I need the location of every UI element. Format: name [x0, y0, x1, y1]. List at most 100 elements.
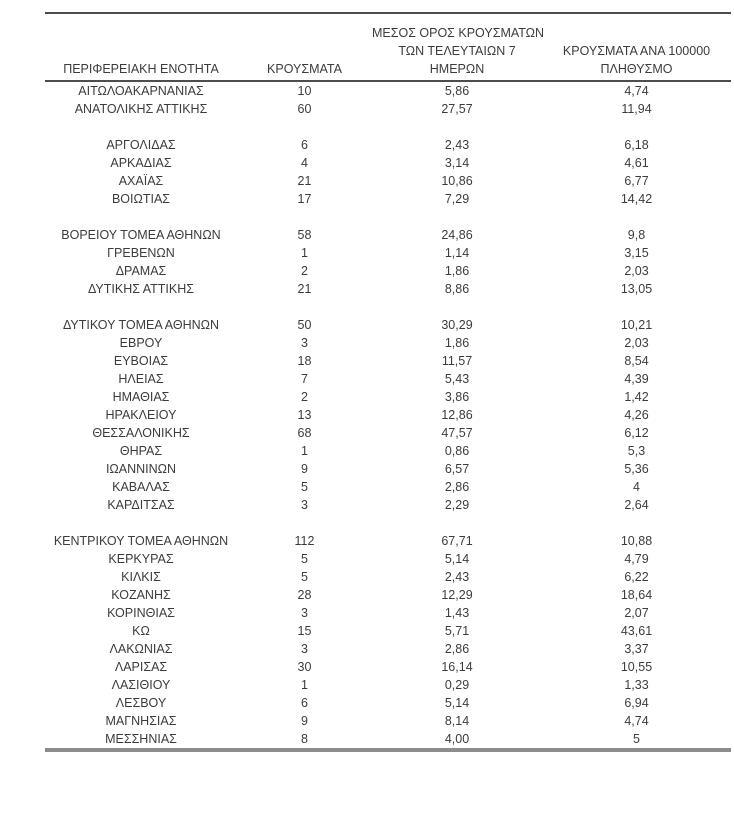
table-row: ΒΟΙΩΤΙΑΣ 17 7,29 14,42 [45, 190, 731, 208]
group-spacer-row [45, 118, 731, 136]
cell-region: ΗΡΑΚΛΕΙΟΥ [105, 408, 177, 422]
cell-cases: 3 [301, 606, 308, 620]
cell-avg7: 67,71 [441, 534, 473, 548]
cell-cases: 5 [301, 480, 308, 494]
cell-avg7: 1,86 [444, 336, 470, 350]
cell-per100k: 6,18 [624, 138, 649, 152]
col-header-cases: ΚΡΟΥΣΜΑΤΑ [237, 13, 372, 82]
cell-avg7: 2,86 [444, 642, 470, 656]
table-body: ΑΙΤΩΛΟΑΚΑΡΝΑΝΙΑΣ 10 5,86 4,74 ΑΝΑΤΟΛΙΚΗΣ ΑΤΤ… [45, 81, 731, 750]
cell-region: ΕΥΒΟΙΑΣ [113, 354, 169, 368]
cell-per100k: 1,42 [624, 390, 649, 404]
table-row: ΜΕΣΣΗΝΙΑΣ 8 4,00 5 [45, 730, 731, 750]
cell-region: ΔΥΤΙΚΟΥ ΤΟΜΕΑ ΑΘΗΝΩΝ [62, 318, 220, 332]
col-header-cases-label: ΚΡΟΥΣΜΑΤΑ [267, 62, 342, 76]
cell-cases: 30 [297, 660, 312, 674]
cell-cases: 1 [301, 444, 308, 458]
col-header-per100k-line1: ΚΡΟΥΣΜΑΤΑ ΑΝΑ 100000 [562, 44, 711, 58]
cell-avg7: 10,86 [441, 174, 473, 188]
cell-cases: 1 [301, 246, 308, 260]
cell-avg7: 0,29 [444, 678, 470, 692]
cell-avg7: 1,86 [444, 264, 470, 278]
cell-avg7: 0,86 [444, 444, 470, 458]
cell-avg7: 2,29 [444, 498, 470, 512]
cell-avg7: 2,86 [444, 480, 470, 494]
cell-region: ΑΧΑΪΑΣ [118, 174, 164, 188]
cell-cases: 9 [301, 714, 308, 728]
cell-per100k: 4,61 [624, 156, 649, 170]
cell-cases: 9 [301, 462, 308, 476]
table-row: ΕΒΡΟΥ 3 1,86 2,03 [45, 334, 731, 352]
cell-cases: 3 [301, 642, 308, 656]
cell-region: ΔΡΑΜΑΣ [115, 264, 167, 278]
col-header-per100k-line2: ΠΛΗΘΥΣΜΟ [600, 62, 673, 76]
cell-per100k: 2,64 [624, 498, 649, 512]
cell-cases: 68 [297, 426, 312, 440]
cell-region: ΒΟΡΕΙΟΥ ΤΟΜΕΑ ΑΘΗΝΩΝ [61, 228, 221, 242]
table-row: ΜΑΓΝΗΣΙΑΣ 9 8,14 4,74 [45, 712, 731, 730]
cell-per100k: 1,33 [624, 678, 649, 692]
cell-avg7: 30,29 [441, 318, 473, 332]
cell-region: ΚΕΡΚΥΡΑΣ [108, 552, 174, 566]
cell-avg7: 3,86 [444, 390, 470, 404]
cell-per100k: 10,55 [620, 660, 653, 674]
cell-avg7: 5,71 [444, 624, 470, 638]
table-row: ΚΟΖΑΝΗΣ 28 12,29 18,64 [45, 586, 731, 604]
cell-per100k: 4,79 [624, 552, 649, 566]
cell-cases: 6 [301, 696, 308, 710]
cell-cases: 17 [297, 192, 312, 206]
cell-region: ΚΟΡΙΝΘΙΑΣ [107, 606, 175, 620]
cell-per100k: 10,21 [620, 318, 653, 332]
table-row: ΔΥΤΙΚΗΣ ΑΤΤΙΚΗΣ 21 8,86 13,05 [45, 280, 731, 298]
col-header-region: ΠΕΡΙΦΕΡΕΙΑΚΗ ΕΝΟΤΗΤΑ [45, 13, 237, 82]
header-row: ΠΕΡΙΦΕΡΕΙΑΚΗ ΕΝΟΤΗΤΑ ΚΡΟΥΣΜΑΤΑ ΜΕΣΟΣ ΟΡΟ… [45, 13, 731, 82]
cell-per100k: 2,07 [624, 606, 649, 620]
cell-avg7: 1,14 [444, 246, 470, 260]
cell-avg7: 27,57 [441, 102, 473, 116]
cell-per100k: 43,61 [620, 624, 653, 638]
cell-cases: 21 [297, 174, 312, 188]
cell-avg7: 2,43 [444, 138, 470, 152]
cell-avg7: 5,86 [444, 84, 470, 98]
cell-avg7: 3,14 [444, 156, 470, 170]
cell-per100k: 4,74 [624, 84, 649, 98]
table-row: ΑΙΤΩΛΟΑΚΑΡΝΑΝΙΑΣ 10 5,86 4,74 [45, 81, 731, 100]
cell-per100k: 4,39 [624, 372, 649, 386]
cell-region: ΜΑΓΝΗΣΙΑΣ [105, 714, 177, 728]
cell-per100k: 6,22 [624, 570, 649, 584]
cell-cases: 5 [301, 570, 308, 584]
cell-region: ΚΑΡΔΙΤΣΑΣ [107, 498, 175, 512]
cell-cases: 15 [297, 624, 312, 638]
cell-cases: 3 [301, 498, 308, 512]
cell-cases: 6 [301, 138, 308, 152]
cell-avg7: 8,14 [444, 714, 470, 728]
cell-per100k: 4,74 [624, 714, 649, 728]
col-header-region-label: ΠΕΡΙΦΕΡΕΙΑΚΗ ΕΝΟΤΗΤΑ [63, 62, 219, 76]
spacer-cell [45, 298, 731, 316]
spacer-cell [45, 514, 731, 532]
cell-avg7: 12,29 [441, 588, 473, 602]
cell-region: ΚΩ [132, 624, 150, 638]
cell-per100k: 13,05 [620, 282, 653, 296]
table-row: ΑΡΓΟΛΙΔΑΣ 6 2,43 6,18 [45, 136, 731, 154]
cell-region: ΗΛΕΙΑΣ [118, 372, 164, 386]
cell-per100k: 9,8 [627, 228, 646, 242]
table-row: ΓΡΕΒΕΝΩΝ 1 1,14 3,15 [45, 244, 731, 262]
cell-cases: 60 [297, 102, 312, 116]
cell-region: ΙΩΑΝΝΙΝΩΝ [105, 462, 177, 476]
col-header-avg7-line2: ΤΩΝ ΤΕΛΕΥΤΑΙΩΝ 7 [398, 44, 516, 58]
table-row: ΚΟΡΙΝΘΙΑΣ 3 1,43 2,07 [45, 604, 731, 622]
cell-region: ΑΡΚΑΔΙΑΣ [110, 156, 172, 170]
cell-region: ΓΡΕΒΕΝΩΝ [107, 246, 175, 260]
table-row: ΛΑΣΙΘΙΟΥ 1 0,29 1,33 [45, 676, 731, 694]
cell-per100k: 6,77 [624, 174, 649, 188]
col-header-avg7-line1: ΜΕΣΟΣ ΟΡΟΣ ΚΡΟΥΣΜΑΤΩΝ [372, 26, 545, 40]
table-row: ΛΕΣΒΟΥ 6 5,14 6,94 [45, 694, 731, 712]
table-row: ΗΡΑΚΛΕΙΟΥ 13 12,86 4,26 [45, 406, 731, 424]
table-row: ΔΡΑΜΑΣ 2 1,86 2,03 [45, 262, 731, 280]
table-row: ΚΩ 15 5,71 43,61 [45, 622, 731, 640]
cell-per100k: 2,03 [624, 336, 649, 350]
table-row: ΘΕΣΣΑΛΟΝΙΚΗΣ 68 47,57 6,12 [45, 424, 731, 442]
cell-cases: 4 [301, 156, 308, 170]
